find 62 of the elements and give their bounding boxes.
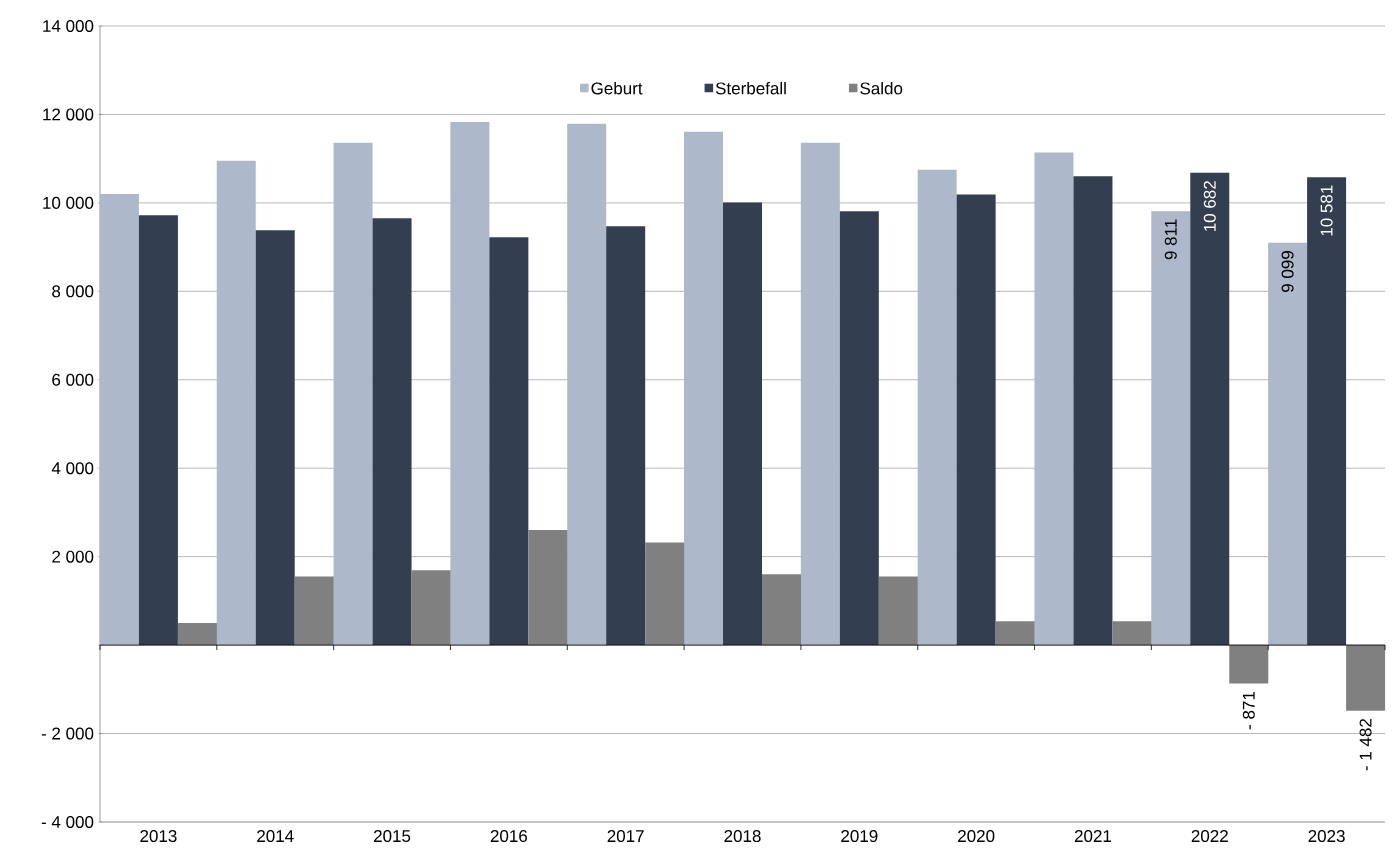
bar <box>1112 621 1152 646</box>
data-label: - 871 <box>1242 692 1255 730</box>
y-tick-label: 12 000 <box>43 108 94 121</box>
bar <box>878 576 918 646</box>
bar <box>762 574 802 646</box>
bar <box>411 570 451 646</box>
x-tick-label: 2017 <box>607 830 644 843</box>
bar <box>177 622 217 646</box>
x-tick-label: 2023 <box>1308 830 1345 843</box>
y-tick-label: - 4 000 <box>41 815 94 829</box>
bar <box>1034 152 1074 646</box>
bar <box>606 226 646 646</box>
bar <box>1190 172 1230 646</box>
y-tick-label: 2 000 <box>52 550 94 563</box>
bar <box>1346 645 1386 711</box>
bar <box>839 211 879 646</box>
x-tick-label: 2021 <box>1074 830 1112 843</box>
bar <box>1151 211 1191 646</box>
y-tick-label: 8 000 <box>52 285 94 298</box>
legend-label: Sterbefall <box>715 81 786 95</box>
bar <box>956 194 996 646</box>
bar <box>216 160 256 646</box>
x-tick-label: 2015 <box>374 830 411 843</box>
y-tick-label: 4 000 <box>51 462 94 475</box>
data-label: 9 811 <box>1164 219 1177 260</box>
x-tick-label: 2018 <box>724 830 761 843</box>
bar <box>372 218 412 646</box>
bar <box>1268 242 1308 646</box>
bar <box>917 169 957 646</box>
data-label: 9 099 <box>1281 251 1294 292</box>
data-label: 10 581 <box>1320 185 1333 236</box>
bar <box>995 621 1035 646</box>
bar <box>1307 177 1347 646</box>
bar <box>1229 645 1269 684</box>
y-tick-label: - 2 000 <box>41 727 94 740</box>
x-tick-label: 2013 <box>140 830 177 843</box>
y-tick-label: 14 000 <box>43 19 94 33</box>
legend-label: Saldo <box>860 81 903 95</box>
x-tick-label: 2019 <box>841 830 878 843</box>
bar <box>723 202 763 646</box>
bar <box>255 230 295 646</box>
bar <box>294 576 334 646</box>
bar <box>489 237 529 646</box>
x-tick-label: 2022 <box>1191 830 1228 843</box>
bar <box>528 530 568 646</box>
y-tick-label: 6 000 <box>52 373 94 386</box>
x-tick-label: 2016 <box>490 830 528 843</box>
data-label: - 1 482 <box>1359 719 1372 771</box>
data-label: 10 682 <box>1203 181 1216 231</box>
bar <box>138 215 178 646</box>
legend-label: Geburt <box>591 81 643 95</box>
x-tick-label: 2014 <box>257 830 294 843</box>
bar <box>99 194 139 646</box>
bar <box>645 542 685 646</box>
bar <box>800 142 840 646</box>
bar <box>333 142 373 646</box>
y-tick-label: 10 000 <box>43 196 94 209</box>
bar <box>684 131 724 646</box>
bar <box>567 123 607 646</box>
bar <box>1073 176 1113 646</box>
bar <box>450 121 490 646</box>
x-tick-label: 2020 <box>958 830 995 843</box>
